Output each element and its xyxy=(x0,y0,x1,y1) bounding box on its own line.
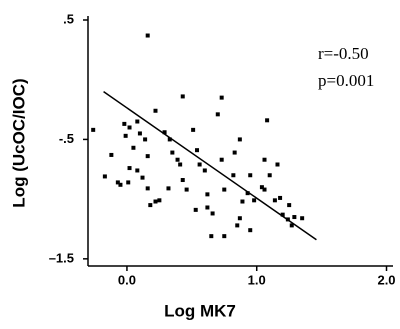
point xyxy=(237,216,242,221)
annotation: r=-0.50 xyxy=(318,44,369,63)
point xyxy=(300,216,305,221)
point xyxy=(265,118,270,123)
point xyxy=(209,234,214,239)
point xyxy=(210,211,215,216)
point xyxy=(235,223,240,228)
point xyxy=(127,166,132,171)
x-tick-label: 0.0 xyxy=(118,272,136,287)
point xyxy=(219,95,224,100)
point xyxy=(237,137,242,142)
point xyxy=(178,162,183,167)
point xyxy=(123,133,128,138)
point xyxy=(248,173,253,178)
point xyxy=(197,162,202,167)
point xyxy=(280,212,285,217)
y-tick-label: .5 xyxy=(63,11,74,26)
point xyxy=(267,173,272,178)
point xyxy=(275,162,280,167)
point xyxy=(222,187,227,192)
point xyxy=(115,180,120,185)
point xyxy=(167,137,172,142)
point xyxy=(180,94,185,99)
point xyxy=(140,175,145,180)
point xyxy=(157,198,162,203)
point xyxy=(143,137,148,142)
point xyxy=(180,178,185,183)
point xyxy=(166,186,171,191)
point xyxy=(145,154,150,159)
point xyxy=(287,203,292,208)
point xyxy=(122,121,127,126)
point xyxy=(91,127,96,132)
point xyxy=(137,131,142,136)
point xyxy=(231,173,236,178)
point xyxy=(205,192,210,197)
point xyxy=(135,168,140,173)
point xyxy=(175,157,180,162)
point xyxy=(153,108,158,113)
point xyxy=(289,223,294,228)
point xyxy=(145,186,150,191)
point xyxy=(131,145,136,150)
point xyxy=(109,152,114,157)
x-tick-label: 2.0 xyxy=(377,272,395,287)
x-tick-label: 1.0 xyxy=(248,272,266,287)
point xyxy=(205,205,210,210)
point xyxy=(292,215,297,220)
point xyxy=(118,182,123,187)
point xyxy=(262,157,267,162)
point xyxy=(148,203,153,208)
point xyxy=(222,234,227,239)
y-axis-label: Log (UcOC/IOC) xyxy=(9,78,28,207)
point xyxy=(170,150,175,155)
point xyxy=(240,199,245,204)
point xyxy=(126,180,131,185)
point xyxy=(232,150,237,155)
annotation: p=0.001 xyxy=(318,71,374,90)
point xyxy=(145,33,150,38)
point xyxy=(102,174,107,179)
point xyxy=(153,199,158,204)
x-axis-label: Log MK7 xyxy=(164,301,236,320)
regression-line xyxy=(103,91,317,241)
point xyxy=(195,148,200,153)
point xyxy=(245,191,250,196)
point xyxy=(252,198,257,203)
point xyxy=(184,187,189,192)
point xyxy=(135,119,140,124)
point xyxy=(202,168,207,173)
point xyxy=(127,125,132,130)
point xyxy=(262,187,267,192)
y-tick-label: -.5 xyxy=(59,131,74,146)
point xyxy=(193,207,198,212)
y-tick-label: –1.5 xyxy=(49,250,74,265)
point xyxy=(248,228,253,233)
point xyxy=(219,157,224,162)
point xyxy=(215,112,220,117)
point xyxy=(259,185,264,190)
point xyxy=(272,198,277,203)
point xyxy=(191,127,196,132)
point xyxy=(278,195,283,200)
point xyxy=(162,130,167,135)
